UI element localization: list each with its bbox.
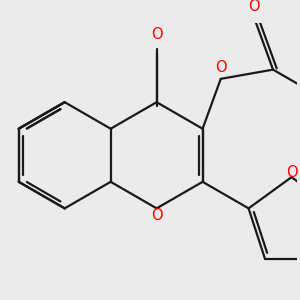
- Text: O: O: [151, 27, 162, 42]
- Text: O: O: [151, 208, 162, 223]
- Text: O: O: [248, 0, 260, 14]
- Text: O: O: [215, 60, 226, 75]
- Text: O: O: [286, 165, 297, 180]
